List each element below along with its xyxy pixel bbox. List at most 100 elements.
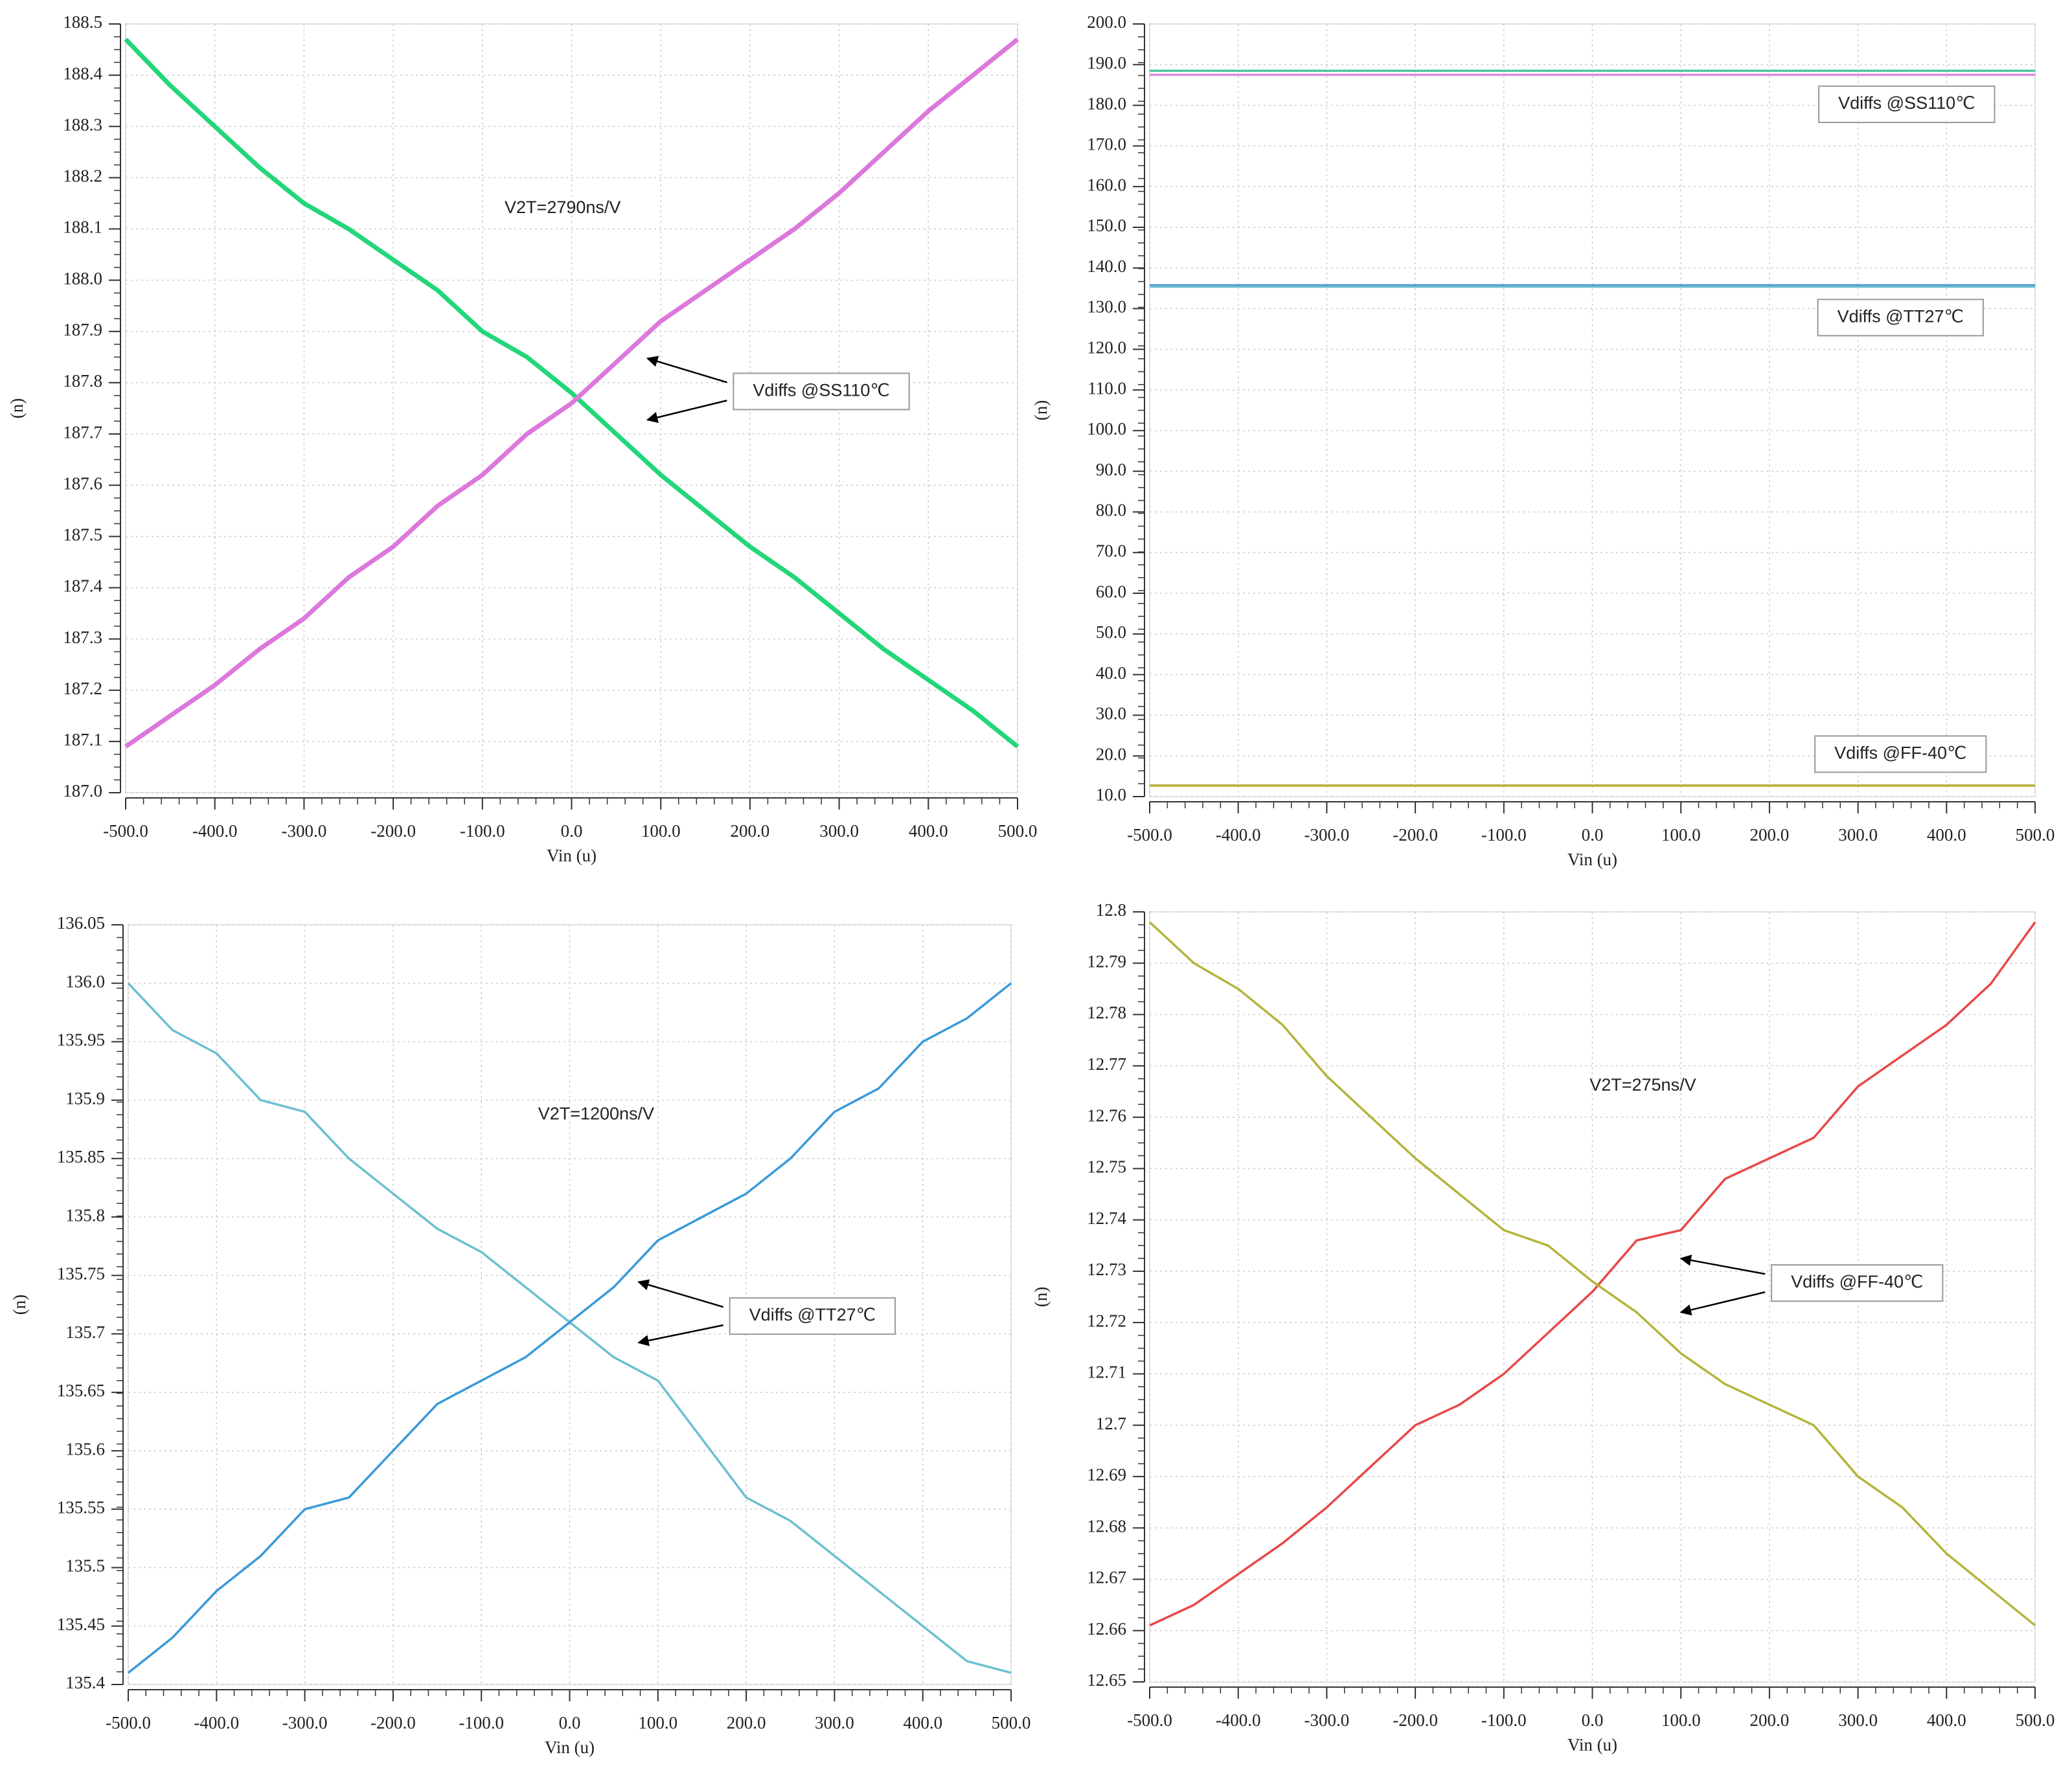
x-tick-label: 500.0 — [998, 821, 1038, 841]
x-tick-label: -400.0 — [1216, 825, 1261, 845]
y-tick-label: 40.0 — [1096, 663, 1126, 683]
annotation-box — [733, 372, 910, 411]
x-tick-label: -500.0 — [1127, 1710, 1172, 1730]
x-axis-label: Vin (u) — [547, 846, 597, 865]
y-axis-label: (n) — [1031, 1287, 1051, 1307]
y-tick-label: 70.0 — [1096, 541, 1126, 560]
y-tick-label: 188.3 — [63, 115, 102, 134]
series-line — [124, 38, 1019, 749]
y-tick-label: 30.0 — [1096, 704, 1126, 723]
y-tick-label: 12.72 — [1087, 1311, 1126, 1330]
y-tick-label: 135.65 — [57, 1381, 105, 1400]
annotation-box — [1817, 299, 1984, 337]
x-tick-label: 100.0 — [1661, 825, 1701, 845]
y-tick-label: 12.71 — [1087, 1363, 1126, 1382]
annotation: V2T=1200ns/V — [538, 1104, 654, 1123]
y-tick-label: 187.9 — [63, 320, 102, 339]
x-axis-label: Vin (u) — [1567, 1735, 1617, 1754]
annotation: Vdiffs @SS110℃ — [753, 381, 889, 400]
x-tick-label: 400.0 — [903, 1713, 942, 1732]
annotation-arrow — [1679, 1254, 1766, 1275]
y-tick-label: 130.0 — [1087, 297, 1126, 317]
annotation-arrow — [1679, 1291, 1766, 1316]
x-tick-label: -100.0 — [1481, 825, 1527, 845]
x-axis-label: Vin (u) — [1567, 850, 1617, 869]
x-tick-label: 200.0 — [731, 821, 770, 841]
y-tick-label: 12.65 — [1087, 1670, 1126, 1690]
x-tick-label: -200.0 — [1393, 825, 1438, 845]
x-tick-label: 100.0 — [638, 1713, 677, 1732]
x-tick-label: -500.0 — [1127, 825, 1172, 845]
y-tick-label: 187.8 — [63, 371, 102, 391]
y-tick-label: 80.0 — [1096, 501, 1126, 520]
y-tick-label: 135.55 — [57, 1498, 105, 1517]
x-tick-label: 0.0 — [559, 1713, 581, 1732]
x-tick-label: 200.0 — [1750, 825, 1790, 845]
y-tick-label: 187.0 — [63, 781, 102, 800]
y-tick-label: 135.8 — [65, 1205, 105, 1225]
y-tick-label: 110.0 — [1087, 378, 1126, 398]
x-tick-label: -200.0 — [370, 821, 416, 841]
x-tick-label: 400.0 — [1927, 1710, 1966, 1730]
x-tick-label: 400.0 — [1927, 825, 1966, 845]
annotation-box — [1771, 1264, 1944, 1302]
y-tick-label: 50.0 — [1096, 622, 1126, 642]
annotation-box — [1818, 85, 1996, 124]
x-tick-label: -100.0 — [459, 1713, 504, 1732]
series-line — [1149, 921, 2036, 1627]
y-tick-label: 135.75 — [57, 1264, 105, 1284]
annotation: V2T=2790ns/V — [505, 198, 620, 217]
y-tick-label: 150.0 — [1087, 216, 1126, 235]
x-tick-label: 300.0 — [1838, 1710, 1878, 1730]
annotation-box — [1814, 735, 1987, 773]
x-tick-label: -300.0 — [1304, 825, 1350, 845]
annotation: Vdiffs @FF-40℃ — [1791, 1272, 1923, 1291]
y-tick-label: 140.0 — [1087, 256, 1126, 276]
y-tick-label: 12.75 — [1087, 1157, 1126, 1177]
y-axis-label: (n) — [7, 398, 27, 418]
x-tick-label: 500.0 — [2016, 1710, 2055, 1730]
y-tick-label: 20.0 — [1096, 744, 1126, 764]
y-tick-label: 10.0 — [1096, 785, 1126, 804]
y-tick-label: 187.6 — [63, 473, 102, 493]
y-tick-label: 187.3 — [63, 628, 102, 647]
y-tick-label: 120.0 — [1087, 338, 1126, 357]
x-tick-label: 100.0 — [641, 821, 681, 841]
x-tick-label: -200.0 — [1393, 1710, 1438, 1730]
x-tick-label: 300.0 — [815, 1713, 854, 1732]
y-tick-label: 12.77 — [1087, 1054, 1126, 1074]
y-tick-label: 188.4 — [63, 63, 102, 83]
y-tick-label: 170.0 — [1087, 135, 1126, 154]
x-tick-label: 500.0 — [2016, 825, 2055, 845]
x-tick-label: -100.0 — [460, 821, 505, 841]
annotation: Vdiffs @TT27℃ — [1838, 306, 1964, 326]
y-tick-label: 12.66 — [1087, 1619, 1126, 1639]
x-tick-label: 0.0 — [1582, 825, 1604, 845]
series-line — [127, 982, 1012, 1674]
annotation: Vdiffs @SS110℃ — [1838, 93, 1975, 113]
y-tick-label: 135.4 — [65, 1673, 105, 1692]
y-tick-label: 160.0 — [1087, 175, 1126, 194]
y-tick-label: 187.7 — [63, 422, 102, 442]
x-tick-label: -400.0 — [1216, 1710, 1261, 1730]
y-tick-label: 136.0 — [65, 971, 105, 991]
x-tick-label: -500.0 — [106, 1713, 151, 1732]
y-tick-label: 12.79 — [1087, 951, 1126, 971]
y-tick-label: 90.0 — [1096, 460, 1126, 479]
y-axis-label: (n) — [10, 1295, 29, 1315]
x-tick-label: -400.0 — [192, 821, 238, 841]
y-tick-label: 188.2 — [63, 166, 102, 186]
y-tick-label: 12.78 — [1087, 1003, 1126, 1023]
y-tick-label: 190.0 — [1087, 53, 1126, 73]
x-tick-label: -100.0 — [1481, 1710, 1527, 1730]
y-tick-label: 12.74 — [1087, 1208, 1126, 1228]
x-tick-label: 0.0 — [561, 821, 583, 841]
annotation-arrow — [646, 356, 727, 383]
y-tick-label: 187.2 — [63, 679, 102, 698]
y-tick-label: 12.8 — [1096, 900, 1126, 920]
y-tick-label: 187.1 — [63, 730, 102, 749]
y-tick-label: 136.05 — [57, 913, 105, 933]
y-tick-label: 12.73 — [1087, 1260, 1126, 1279]
annotation: Vdiffs @TT27℃ — [749, 1305, 876, 1324]
